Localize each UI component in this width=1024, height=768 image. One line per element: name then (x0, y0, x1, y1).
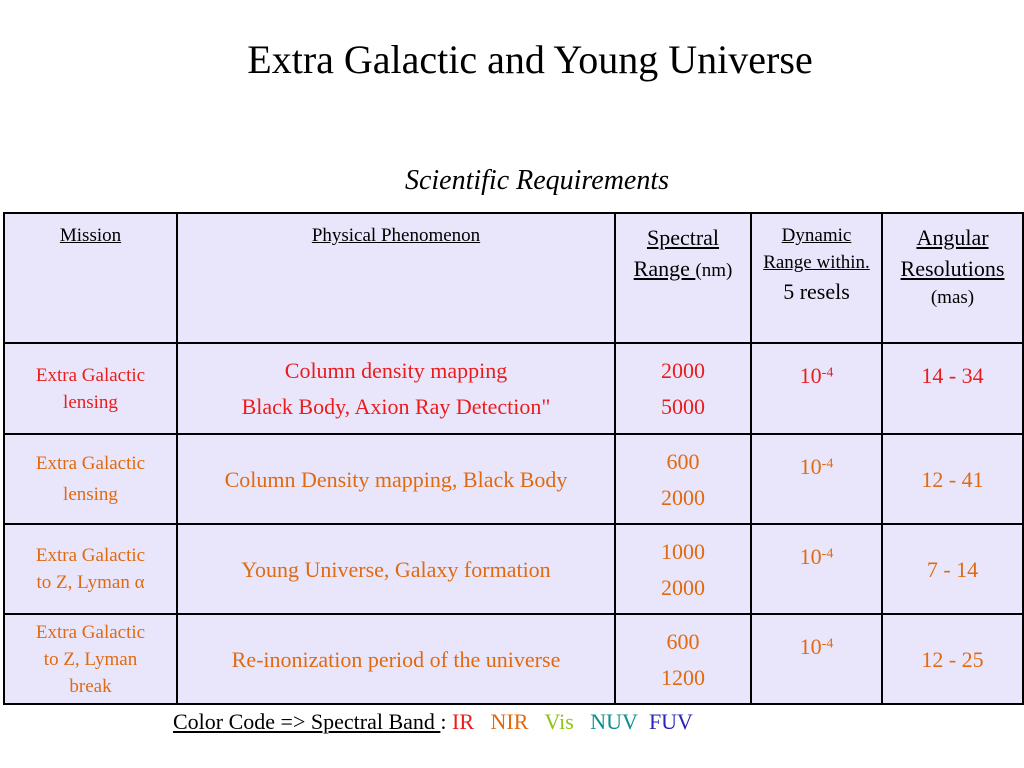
spectral-cell: 1000 2000 (614, 523, 752, 615)
page-title: Extra Galactic and Young Universe (247, 37, 813, 82)
table-header-row: Mission Physical Phenomenon Spectral Ran… (3, 212, 1024, 344)
angular-cell: 7 - 14 (881, 523, 1024, 615)
spectral-cell: 2000 5000 (614, 342, 752, 435)
mission-cell: Extra Galactic to Z, Lyman break (3, 613, 178, 705)
header-mission: Mission (3, 212, 178, 344)
legend-band-ir: IR (452, 709, 475, 734)
angular-cell: 12 - 41 (881, 433, 1024, 525)
legend-band-nir: NIR (490, 709, 529, 734)
table-row: Extra Galactic lensing Column density ma… (3, 342, 1024, 435)
dynamic-cell: 10-4 (750, 523, 883, 615)
header-spectral-range: Spectral Range (nm) (614, 212, 752, 344)
mission-cell: Extra Galactic lensing (3, 433, 178, 525)
legend-separator: : (440, 709, 447, 734)
angular-cell: 14 - 34 (881, 342, 1024, 435)
spectral-cell: 600 2000 (614, 433, 752, 525)
legend-band-fuv: FUV (648, 709, 693, 734)
dynamic-cell: 10-4 (750, 613, 883, 705)
table-row: Extra Galactic to Z, Lyman break Re-inon… (3, 613, 1024, 705)
header-phenomenon: Physical Phenomenon (176, 212, 616, 344)
page-subtitle: Scientific Requirements (404, 165, 670, 196)
requirements-table: Mission Physical Phenomenon Spectral Ran… (3, 212, 1024, 705)
color-code-legend: Color Code => Spectral Band : IR NIR Vis… (173, 708, 693, 736)
legend-band-nuv: NUV (590, 709, 638, 734)
phenomenon-cell: Young Universe, Galaxy formation (176, 523, 616, 615)
table-row: Extra Galactic to Z, Lyman α Young Unive… (3, 523, 1024, 615)
phenomenon-cell: Column density mapping Black Body, Axion… (176, 342, 616, 435)
table-row: Extra Galactic lensing Column Density ma… (3, 433, 1024, 525)
legend-label: Color Code => Spectral Band (173, 709, 441, 734)
phenomenon-cell: Re-inonization period of the universe (176, 613, 616, 705)
dynamic-cell: 10-4 (750, 433, 883, 525)
mission-cell: Extra Galactic to Z, Lyman α (3, 523, 178, 615)
spectral-cell: 600 1200 (614, 613, 752, 705)
header-angular-resolution: Angular Resolutions (mas) (881, 212, 1024, 344)
header-dynamic-range: Dynamic Range within. 5 resels (750, 212, 883, 344)
dynamic-cell: 10-4 (750, 342, 883, 435)
legend-band-vis: Vis (544, 709, 574, 734)
angular-cell: 12 - 25 (881, 613, 1024, 705)
mission-cell: Extra Galactic lensing (3, 342, 178, 435)
phenomenon-cell: Column Density mapping, Black Body (176, 433, 616, 525)
